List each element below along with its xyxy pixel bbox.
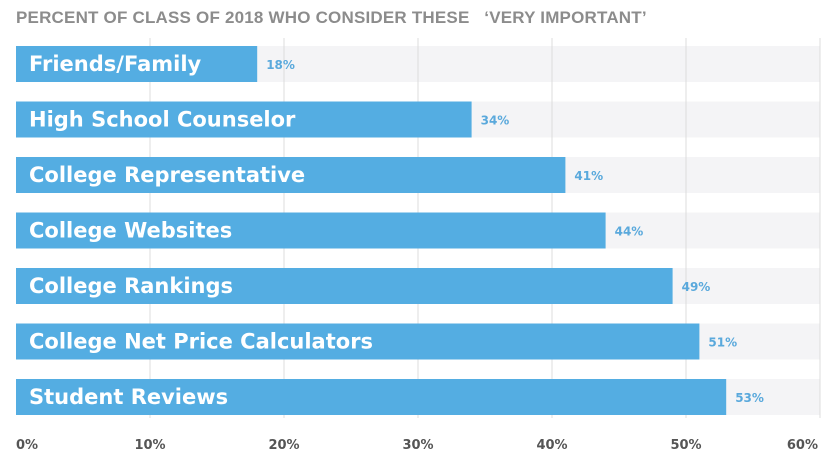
bar — [16, 46, 258, 82]
category-label: Student Reviews — [29, 385, 228, 409]
value-label: 18% — [266, 58, 295, 72]
x-tick-label: 40% — [536, 438, 567, 453]
category-label: College Net Price Calculators — [29, 330, 373, 354]
bar — [16, 157, 566, 193]
bar — [16, 101, 472, 138]
x-tick-label: 60% — [787, 438, 818, 453]
bar — [16, 268, 673, 304]
value-label: 41% — [574, 169, 603, 183]
category-label: High School Counselor — [29, 108, 296, 132]
value-label: 53% — [735, 391, 764, 405]
bar — [16, 323, 700, 360]
category-label: College Representative — [29, 163, 305, 187]
category-label: Friends/Family — [29, 52, 202, 76]
x-tick-label: 0% — [16, 438, 38, 453]
value-label: 44% — [615, 225, 644, 239]
value-label: 49% — [682, 280, 711, 294]
x-tick-label: 30% — [402, 438, 433, 453]
x-tick-label: 10% — [134, 438, 165, 453]
chart-title: PERCENT OF CLASS OF 2018 WHO CONSIDER TH… — [16, 8, 647, 27]
bar — [16, 379, 727, 415]
value-label: 51% — [708, 336, 737, 350]
value-label: 34% — [481, 114, 510, 128]
x-tick-label: 20% — [268, 438, 299, 453]
category-label: College Websites — [29, 219, 232, 243]
bar — [16, 212, 606, 249]
category-label: College Rankings — [29, 274, 233, 298]
x-tick-label: 50% — [670, 438, 701, 453]
